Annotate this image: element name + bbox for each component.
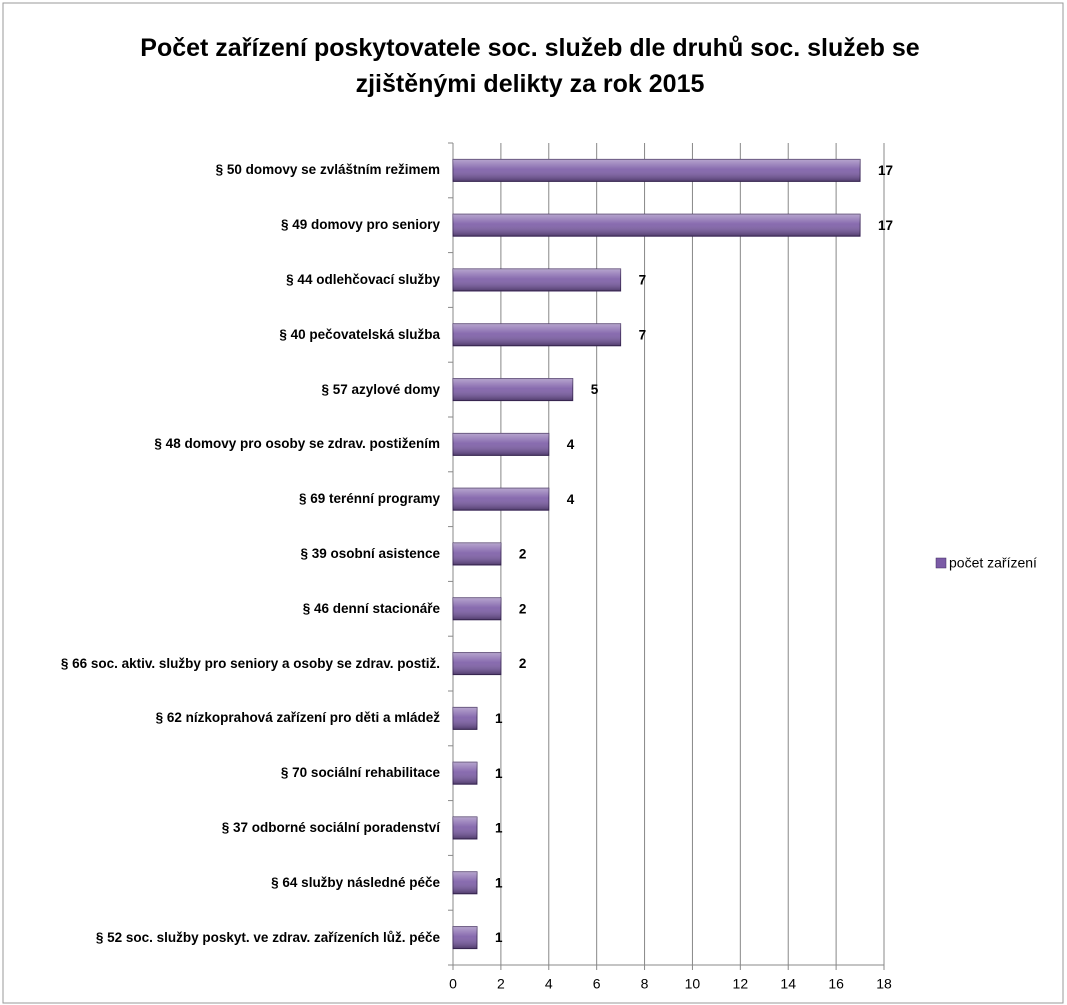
- data-label: 1: [495, 821, 503, 836]
- legend-swatch: [935, 557, 947, 569]
- y-tick-label: § 44 odlehčovací služby: [286, 272, 440, 288]
- y-tick-label: § 62 nízkoprahová zařízení pro děti a ml…: [155, 710, 440, 726]
- data-label: 2: [519, 547, 527, 562]
- data-label: 17: [878, 163, 893, 178]
- y-tick-label: § 50 domovy se zvláštním režimem: [215, 162, 440, 178]
- data-label: 1: [495, 875, 503, 890]
- data-label: 1: [495, 766, 503, 781]
- bar-shine: [453, 378, 573, 401]
- bar-shine: [453, 433, 549, 456]
- x-tick-label: 12: [733, 976, 749, 992]
- y-tick-label: § 70 sociální rehabilitace: [280, 765, 440, 781]
- y-tick-label: § 52 soc. služby poskyt. ve zdrav. zaříz…: [95, 929, 440, 945]
- x-tick-label: 4: [545, 976, 553, 992]
- x-tick-label: 8: [641, 976, 649, 992]
- legend-label: počet zařízení: [949, 555, 1037, 571]
- data-label: 2: [519, 601, 527, 616]
- x-tick-label: 0: [449, 976, 457, 992]
- data-label: 7: [639, 327, 647, 342]
- bar-shine: [453, 214, 861, 237]
- data-label: 4: [567, 492, 575, 507]
- bar-shine: [453, 159, 861, 182]
- y-tick-label: § 57 azylové domy: [321, 381, 440, 397]
- y-tick-label: § 66 soc. aktiv. služby pro seniory a os…: [60, 655, 440, 671]
- bar-shine: [453, 926, 477, 949]
- y-tick-label: § 46 denní stacionáře: [302, 601, 440, 617]
- y-tick-label: § 69 terénní programy: [298, 491, 440, 507]
- y-tick-label: § 39 osobní asistence: [300, 546, 440, 562]
- chart-title: Počet zařízení poskytovatele soc. služeb…: [140, 34, 920, 99]
- x-tick-label: 14: [780, 976, 796, 992]
- data-label: 7: [639, 273, 647, 288]
- bar-shine: [453, 652, 501, 675]
- data-label: 2: [519, 656, 527, 671]
- bar-shine: [453, 269, 621, 291]
- data-label: 1: [495, 711, 503, 726]
- bar-shine: [453, 871, 477, 894]
- data-label: 17: [878, 218, 893, 233]
- x-tick-label: 6: [593, 976, 601, 992]
- x-tick-label: 16: [828, 976, 844, 992]
- x-tick-label: 18: [876, 976, 892, 992]
- y-tick-label: § 64 služby následné péče: [271, 875, 440, 891]
- bar-shine: [453, 323, 621, 346]
- data-label: 5: [591, 382, 599, 397]
- bar-shine: [453, 707, 477, 730]
- data-label: 1: [495, 930, 503, 945]
- bar-shine: [453, 597, 501, 620]
- y-tick-label: § 49 domovy pro seniory: [280, 217, 440, 233]
- x-tick-label: 2: [497, 976, 505, 992]
- data-label: 4: [567, 437, 575, 452]
- bar-shine: [453, 817, 477, 839]
- x-tick-label: 10: [685, 976, 701, 992]
- y-tick-label: § 37 odborné sociální poradenství: [221, 820, 440, 836]
- bar-shine: [453, 488, 549, 511]
- y-tick-label: § 40 pečovatelská služba: [279, 327, 440, 343]
- y-tick-label: § 48 domovy pro osoby se zdrav. postižen…: [154, 436, 440, 452]
- bar-shine: [453, 762, 477, 785]
- bar-shine: [453, 543, 501, 565]
